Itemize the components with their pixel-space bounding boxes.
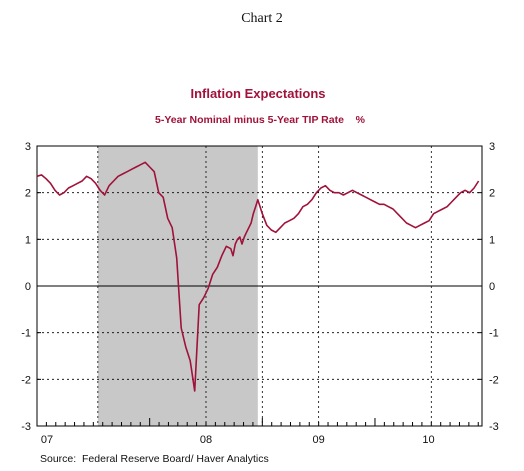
y-tick-label-right: -1 [489,328,499,340]
y-tick-label-right: -3 [489,421,499,433]
series-line [36,161,480,392]
y-tick-label-left: -3 [21,421,31,433]
y-tick-label-right: 0 [489,281,495,293]
y-tick-label-right: 1 [489,234,495,246]
y-tick-label-right: 3 [489,141,495,153]
y-tick-label-right: -2 [489,374,499,386]
y-tick-label-left: -2 [21,374,31,386]
y-tick-label-left: 1 [25,234,31,246]
y-tick-label-right: 2 [489,188,495,200]
x-tick-label: 08 [200,434,212,446]
chart-label: Chart 2 [241,11,283,26]
plot-area: 3 32 21 10 0-1 -1-2 -2-3 -307 08 09 10 [21,141,499,446]
chart-title: Inflation Expectations [190,86,325,101]
y-tick-label-left: 2 [25,188,31,200]
source-note: Source: Federal Reserve Board/ Haver Ana… [40,453,269,465]
y-tick-label-left: 0 [25,281,31,293]
x-tick-label: 09 [313,434,325,446]
x-tick-label: 07 [41,434,53,446]
x-tick-label: 10 [422,434,434,446]
y-tick-label-left: 3 [25,141,31,153]
y-tick-label-left: -1 [21,328,31,340]
chart-subtitle: 5-Year Nominal minus 5-Year TIP Rate % [155,114,366,126]
